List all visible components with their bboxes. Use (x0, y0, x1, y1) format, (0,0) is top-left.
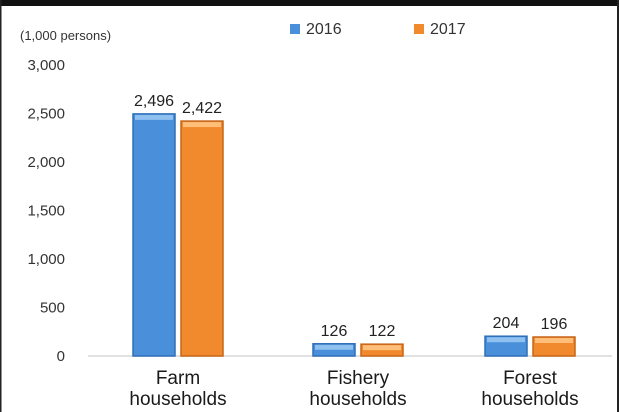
bar-2017-2 (532, 336, 576, 357)
bar-highlight (315, 344, 353, 350)
data-label-2017-2: 196 (541, 316, 568, 333)
bar-highlight (487, 337, 525, 343)
data-label-2016-0: 2,496 (134, 93, 174, 110)
data-labels: 2,496 2,422 126 122 204 196 (134, 93, 567, 340)
y-tick-label: 2,500 (27, 106, 65, 123)
bar-body (180, 120, 224, 357)
bar-2017-0 (180, 120, 224, 357)
legend-swatch-2017 (414, 24, 424, 34)
category-label-2-line-0: Forest (503, 368, 558, 389)
data-label-2016-2: 204 (493, 315, 520, 332)
category-label-0-line-1: households (129, 389, 226, 410)
category-label-1-line-1: households (309, 389, 406, 410)
y-tick-label: 1,000 (27, 251, 65, 268)
right-frame-line (617, 0, 619, 412)
bar-highlight (183, 122, 221, 128)
category-label-1-line-0: Fishery (327, 368, 390, 389)
category-label-0-line-0: Farm (156, 368, 200, 389)
y-tick-label: 1,500 (27, 203, 65, 220)
data-label-2017-1: 122 (369, 323, 396, 340)
bar-highlight (135, 114, 173, 120)
bars (132, 113, 576, 357)
category-labels: FarmhouseholdsFisheryhouseholdsForesthou… (129, 368, 578, 410)
y-axis: 0 500 1,000 1,500 2,000 2,500 3,000 (27, 57, 65, 365)
y-tick-label: 500 (40, 300, 65, 317)
y-tick-label: 0 (57, 348, 65, 365)
data-label-2017-0: 2,422 (182, 100, 222, 117)
bar-body (132, 113, 176, 357)
data-label-2016-1: 126 (321, 323, 348, 340)
legend-swatch-2016 (290, 24, 300, 34)
legend-label-2016: 2016 (306, 21, 342, 38)
unit-label: (1,000 persons) (20, 28, 111, 43)
bar-2016-1 (312, 343, 356, 357)
bar-2016-2 (484, 335, 528, 357)
bar-highlight (535, 337, 573, 343)
cropped-title-strip (0, 0, 619, 6)
bar-2017-1 (360, 343, 404, 357)
bar-highlight (363, 345, 401, 351)
y-tick-label: 3,000 (27, 57, 65, 74)
y-tick-label: 2,000 (27, 154, 65, 171)
legend: 2016 2017 (290, 21, 466, 38)
legend-label-2017: 2017 (430, 21, 466, 38)
left-frame-line (0, 0, 2, 412)
bar-2016-0 (132, 113, 176, 357)
category-label-2-line-1: households (481, 389, 578, 410)
